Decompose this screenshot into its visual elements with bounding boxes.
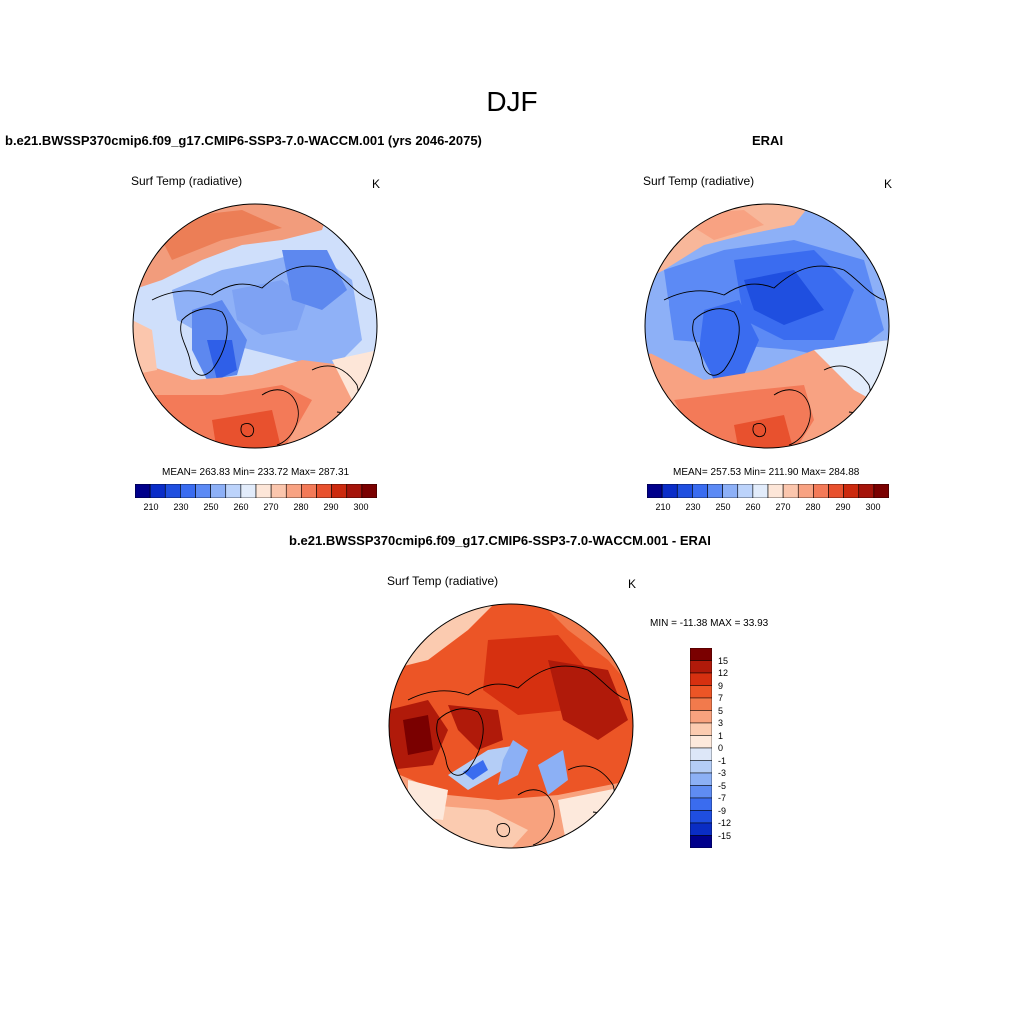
colorbar-swatch: [690, 697, 712, 711]
colorbar-swatch: [843, 484, 860, 498]
model-units-label: K: [372, 177, 381, 191]
colorbar-swatch: [722, 484, 739, 498]
diff-colorbar-tick: 7: [718, 693, 724, 703]
diff-polar-map: [388, 603, 634, 849]
colorbar-swatch: [195, 484, 211, 498]
model-polar-map: [132, 203, 378, 449]
diff-stats-text: MIN = -11.38 MAX = 33.93: [650, 618, 769, 629]
diff-colorbar-tick: 9: [718, 681, 724, 691]
colorbar-swatch: [690, 797, 712, 811]
model-colorbar-tick: 270: [263, 502, 279, 512]
colorbar-swatch: [690, 747, 712, 761]
colorbar-swatch: [164, 484, 181, 498]
obs-colorbar-tick: 300: [865, 502, 881, 512]
model-colorbar-tick: 250: [203, 502, 219, 512]
colorbar-swatch: [692, 484, 708, 498]
diff-colorbar-tick: 15: [718, 656, 729, 666]
model-colorbar-tick: 210: [143, 502, 159, 512]
diff-colorbar-tick: 0: [718, 743, 724, 753]
colorbar-swatch: [690, 785, 712, 799]
model-colorbar-tick: 300: [353, 502, 369, 512]
obs-colorbar-tick: 210: [655, 502, 671, 512]
colorbar-swatch: [676, 484, 693, 498]
colorbar-swatch: [828, 484, 844, 498]
diff-colorbar-tick: -7: [718, 793, 727, 803]
colorbar-swatch: [752, 484, 769, 498]
obs-panel-title: ERAI: [752, 133, 784, 148]
obs-stats-text: MEAN= 257.53 Min= 211.90 Max= 284.88: [673, 467, 860, 478]
colorbar-swatch: [813, 484, 829, 498]
diff-variable-label: Surf Temp (radiative): [387, 574, 499, 588]
model-colorbar-tick: 280: [293, 502, 309, 512]
model-colorbar: [135, 484, 377, 498]
diff-units-label: K: [628, 577, 637, 591]
season-title: DJF: [486, 86, 538, 117]
obs-colorbar-tick: 230: [685, 502, 701, 512]
obs-colorbar-tick: 270: [775, 502, 791, 512]
obs-colorbar-tick: 260: [745, 502, 761, 512]
diff-colorbar-tick: -1: [718, 756, 727, 766]
model-colorbar-tick: 260: [233, 502, 249, 512]
colorbar-swatch: [210, 484, 227, 498]
model-variable-label: Surf Temp (radiative): [131, 174, 243, 188]
colorbar-swatch: [707, 484, 723, 498]
model-stats-text: MEAN= 263.83 Min= 233.72 Max= 287.31: [162, 467, 350, 478]
colorbar-swatch: [690, 648, 712, 661]
diff-colorbar-tick: 5: [718, 706, 724, 716]
colorbar-swatch: [225, 484, 242, 498]
colorbar-swatch: [690, 660, 712, 674]
obs-colorbar-tick: 290: [835, 502, 851, 512]
colorbar-swatch: [240, 484, 257, 498]
obs-polar-map: [644, 203, 890, 449]
model-colorbar-tick: 230: [173, 502, 189, 512]
colorbar-swatch: [690, 760, 712, 774]
colorbar-swatch: [782, 484, 799, 498]
diff-colorbar-tick: -12: [718, 818, 732, 828]
colorbar-swatch: [661, 484, 678, 498]
diff-colorbar-tick: -3: [718, 768, 727, 778]
obs-colorbar-tick: 280: [805, 502, 821, 512]
colorbar-swatch: [690, 722, 712, 736]
colorbar-swatch: [149, 484, 166, 498]
colorbar-swatch: [270, 484, 287, 498]
colorbar-swatch: [797, 484, 814, 498]
diff-colorbar-tick: 1: [718, 731, 724, 741]
colorbar-swatch: [180, 484, 196, 498]
colorbar-swatch: [316, 484, 332, 498]
colorbar-swatch: [690, 735, 712, 749]
colorbar-swatch: [255, 484, 272, 498]
model-panel-title: b.e21.BWSSP370cmip6.f09_g17.CMIP6-SSP3-7…: [5, 133, 482, 148]
model-colorbar-tick: 290: [323, 502, 339, 512]
colorbar-swatch: [690, 810, 712, 824]
diff-colorbar: [690, 648, 712, 848]
colorbar-swatch: [690, 772, 712, 786]
diff-panel-title: b.e21.BWSSP370cmip6.f09_g17.CMIP6-SSP3-7…: [289, 533, 711, 548]
colorbar-swatch: [285, 484, 302, 498]
colorbar-swatch: [301, 484, 317, 498]
colorbar-swatch: [346, 484, 363, 498]
obs-colorbar-tick: 250: [715, 502, 731, 512]
colorbar-swatch: [331, 484, 348, 498]
colorbar-swatch: [690, 822, 712, 836]
colorbar-swatch: [858, 484, 875, 498]
colorbar-swatch: [690, 710, 712, 724]
colorbar-swatch: [135, 484, 151, 498]
colorbar-swatch: [690, 685, 712, 699]
colorbar-swatch: [737, 484, 754, 498]
colorbar-swatch: [873, 484, 889, 498]
diff-colorbar-tick: -9: [718, 806, 727, 816]
obs-units-label: K: [884, 177, 893, 191]
diff-colorbar-tick: 12: [718, 668, 729, 678]
colorbar-swatch: [361, 484, 377, 498]
colorbar-swatch: [690, 672, 712, 686]
diff-colorbar-tick: 3: [718, 718, 724, 728]
colorbar-swatch: [690, 835, 712, 848]
colorbar-swatch: [767, 484, 784, 498]
colorbar-swatch: [647, 484, 663, 498]
diff-colorbar-tick: -15: [718, 831, 732, 841]
diff-colorbar-tick: -5: [718, 781, 727, 791]
obs-variable-label: Surf Temp (radiative): [643, 174, 755, 188]
obs-colorbar: [647, 484, 889, 498]
